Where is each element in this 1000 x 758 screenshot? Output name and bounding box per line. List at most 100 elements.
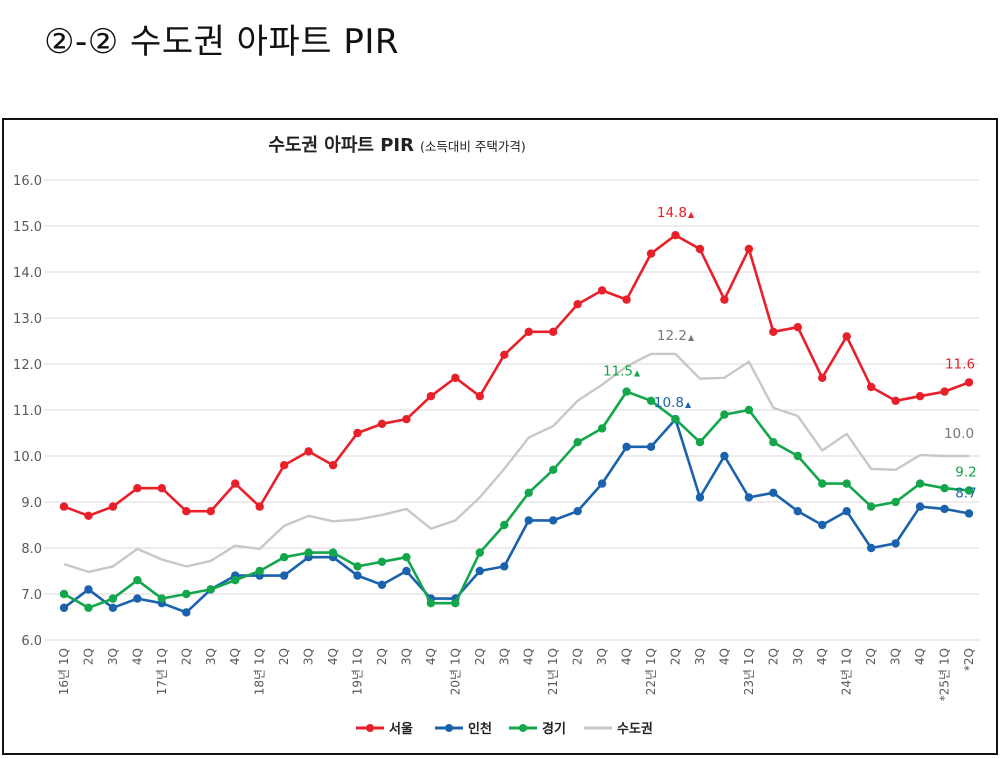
- x-tick-label: 18년 1Q: [253, 648, 267, 695]
- data-point: [548, 516, 558, 525]
- data-point: [182, 608, 191, 617]
- data-point: [744, 244, 754, 254]
- x-tick-label: 4Q: [424, 648, 438, 665]
- data-point: [964, 378, 974, 387]
- data-point: [133, 484, 142, 493]
- x-tick-label: 23년 1Q: [742, 648, 756, 695]
- x-tick-label: 4Q: [522, 648, 536, 665]
- series-line: [63, 352, 969, 574]
- y-tick-label: 6.0: [21, 634, 42, 649]
- data-point: [59, 589, 69, 599]
- data-point: [524, 516, 533, 525]
- y-tick-label: 8.0: [21, 542, 42, 557]
- x-tick-label: 2Q: [81, 648, 95, 665]
- data-point: [622, 442, 631, 451]
- data-point: [695, 244, 705, 254]
- data-label: 11.5▲: [603, 364, 641, 380]
- y-tick-label: 7.0: [21, 588, 42, 603]
- data-label: 11.6: [945, 356, 975, 372]
- legend-label: 수도권: [617, 722, 653, 737]
- data-point: [182, 507, 191, 516]
- data-point: [328, 548, 338, 557]
- x-tick-label: 24년 1Q: [840, 648, 854, 695]
- data-point: [597, 424, 607, 433]
- data-point: [182, 589, 191, 599]
- data-point: [377, 419, 387, 428]
- data-point: [866, 543, 876, 553]
- data-point: [157, 484, 167, 493]
- x-tick-label: 2Q: [864, 648, 878, 665]
- legend-item: 수도권: [584, 722, 653, 737]
- x-tick-label: 22년 1Q: [644, 648, 658, 695]
- data-point: [769, 327, 778, 336]
- data-point: [157, 594, 167, 603]
- x-tick-label: 2Q: [277, 648, 291, 665]
- data-point: [353, 562, 362, 571]
- data-point: [133, 576, 142, 585]
- x-tick-label: 3Q: [497, 648, 511, 665]
- data-point: [671, 415, 680, 424]
- x-tick-label: 4Q: [620, 648, 634, 665]
- x-tick-label: 4Q: [326, 648, 340, 665]
- data-point: [255, 502, 264, 511]
- x-tick-label: 2Q: [571, 648, 585, 665]
- x-tick-label: 21년 1Q: [546, 648, 560, 695]
- data-point: [818, 520, 827, 530]
- data-point: [402, 566, 411, 576]
- data-point: [842, 332, 851, 341]
- data-point: [353, 571, 362, 580]
- gridlines: [44, 179, 979, 641]
- x-tick-label: 3Q: [791, 648, 805, 665]
- data-point: [475, 392, 485, 401]
- data-point: [622, 387, 631, 396]
- series-인천: [59, 415, 974, 617]
- data-point: [720, 410, 729, 419]
- x-tick-label: 2Q: [179, 648, 193, 665]
- data-point: [695, 438, 705, 447]
- y-tick-label: 14.0: [13, 266, 42, 281]
- data-point: [818, 479, 827, 488]
- data-point: [842, 479, 851, 488]
- data-point: [108, 594, 118, 603]
- data-point: [573, 507, 582, 516]
- data-point: [695, 493, 705, 502]
- data-point: [84, 585, 93, 594]
- x-tick-label: 3Q: [399, 648, 413, 665]
- data-point: [940, 484, 949, 493]
- data-point: [891, 539, 900, 548]
- data-point: [524, 488, 533, 497]
- data-point: [744, 493, 754, 502]
- legend-label: 인천: [468, 721, 492, 737]
- x-tick-label: 2Q: [766, 648, 780, 665]
- x-tick-label: 3Q: [204, 648, 218, 665]
- x-tick-label: 3Q: [693, 648, 707, 665]
- legend-item: 인천: [435, 721, 492, 737]
- x-tick-label: 20년 1Q: [448, 648, 462, 695]
- data-point: [500, 562, 509, 571]
- line-chart: 수도권 아파트 PIR (소득대비 주택가격) 6.0 7.0 8.0 9.0 10.0…: [13, 135, 979, 737]
- data-point: [548, 327, 558, 336]
- y-tick-label: 16.0: [13, 174, 42, 189]
- data-point: [940, 504, 949, 514]
- data-point: [646, 249, 656, 258]
- data-point: [622, 295, 631, 304]
- data-point: [769, 488, 778, 497]
- data-point: [451, 599, 460, 608]
- legend-marker: [519, 724, 527, 732]
- data-point: [573, 438, 582, 447]
- data-point: [720, 451, 729, 461]
- y-tick-label: 15.0: [13, 220, 42, 235]
- data-point: [279, 571, 289, 580]
- data-point: [866, 502, 876, 511]
- data-point: [279, 461, 289, 470]
- x-tick-label: 2Q: [668, 648, 682, 665]
- data-point: [475, 548, 485, 557]
- x-tick-label: 19년 1Q: [351, 648, 365, 695]
- data-point: [279, 553, 289, 562]
- data-point: [377, 557, 387, 566]
- data-label: 10.0: [944, 426, 974, 442]
- data-point: [304, 548, 313, 557]
- data-point: [231, 479, 240, 488]
- data-label: 10.8▲: [654, 395, 692, 411]
- legend: 서울 인천 경기 수도권: [356, 721, 653, 737]
